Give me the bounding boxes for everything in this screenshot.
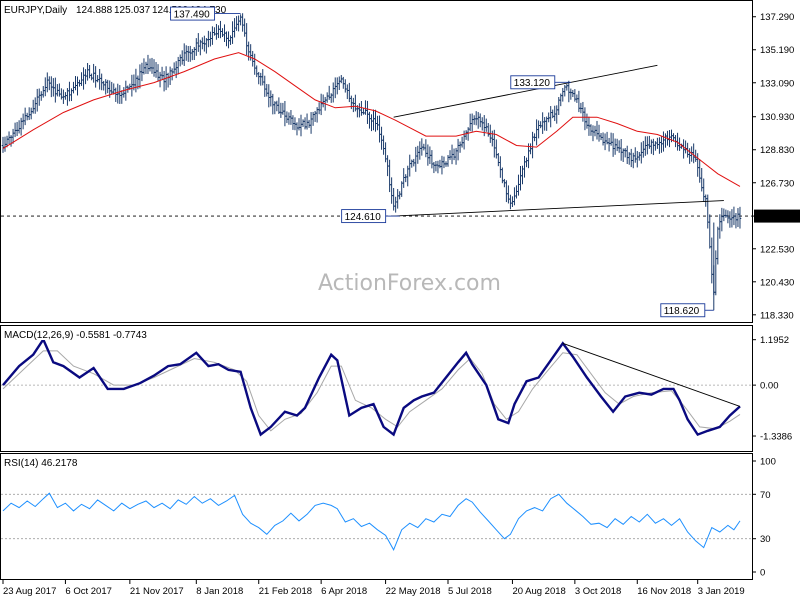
ohlc-open: 124.888	[76, 5, 113, 16]
time-axis-label: 8 Jan 2018	[196, 586, 243, 597]
time-axis-label: 21 Feb 2018	[259, 586, 312, 597]
price-annotation-label: 137.490	[174, 9, 211, 20]
price-axis-label: 120.430	[760, 277, 794, 288]
resistance-trendline	[393, 64, 658, 118]
current-price-tag	[754, 209, 800, 223]
price-axis-label: 126.730	[760, 178, 794, 189]
macd-axis-label: 0.00	[760, 381, 779, 392]
rsi-panel-title: RSI(14) 46.2178	[4, 458, 78, 469]
macd-panel: MACD(12,26,9) -0.5581 -0.7743 1.1952 0.00…	[0, 325, 792, 452]
price-axis-label: 133.090	[760, 78, 794, 89]
time-axis-label: 6 Oct 2017	[65, 586, 111, 597]
time-axis-label: 6 Apr 2018	[321, 586, 367, 597]
price-annotation: 133.120	[510, 75, 571, 90]
rsi-axis-label: 0	[760, 568, 765, 579]
price-annotation-label: 118.620	[664, 306, 700, 317]
macd-axis-label: 1.1952	[760, 335, 789, 346]
time-axis: 23 Aug 2017 6 Oct 2017 21 Nov 2017 8 Jan 20…	[2, 580, 745, 597]
rsi-axis-label: 30	[760, 534, 771, 545]
macd-axis: 1.1952 0.00 -1.3386	[752, 335, 792, 443]
rsi-axis: 100 70 30 0	[752, 457, 776, 579]
price-annotation: 137.490	[170, 6, 241, 21]
macd-panel-title: MACD(12,26,9) -0.5581 -0.7743	[4, 330, 147, 341]
watermark: ActionForex.com	[318, 271, 501, 296]
time-axis-label: 20 Aug 2018	[512, 586, 565, 597]
ohlc-high: 125.037	[114, 5, 151, 16]
price-axis-label: 122.530	[760, 244, 794, 255]
time-axis-label: 3 Oct 2018	[575, 586, 621, 597]
price-panel: EURJPY,Daily 124.888 125.037 124.599 124…	[0, 0, 800, 323]
price-annotation: 124.610	[341, 209, 400, 224]
rsi-layer	[1, 492, 752, 551]
price-axis-label: 135.190	[760, 45, 794, 56]
time-axis-label: 16 Nov 2018	[637, 586, 691, 597]
time-axis-label: 3 Jan 2019	[698, 586, 745, 597]
time-axis-label: 22 May 2018	[386, 586, 441, 597]
price-axis-label: 124.610	[760, 212, 794, 223]
ohlc-bars	[1, 13, 742, 311]
price-layer: 137.490 133.120 124.610 118.620	[1, 6, 752, 318]
macd-title-bg	[3, 327, 207, 340]
moving-average-line	[2, 52, 741, 187]
macd-line	[2, 337, 741, 437]
price-panel-title: EURJPY,Daily	[4, 5, 67, 16]
price-annotation: 118.620	[660, 303, 714, 318]
price-axis-label: 118.330	[760, 310, 794, 321]
price-annotation-label: 133.120	[514, 78, 551, 89]
rsi-axis-label: 70	[760, 490, 771, 501]
price-axis-label: 128.830	[760, 145, 794, 156]
macd-layer	[1, 337, 752, 437]
ohlc-bar	[738, 206, 742, 229]
price-annotation-label: 124.610	[345, 212, 382, 223]
rsi-axis-label: 100	[760, 457, 776, 468]
price-axis: 137.290 135.190 133.090 130.930 128.830 126.7…	[752, 12, 800, 321]
time-axis-label: 23 Aug 2017	[3, 586, 56, 597]
time-axis-label: 21 Nov 2017	[130, 586, 184, 597]
price-axis-label: 130.930	[760, 112, 794, 123]
rsi-panel-frame	[0, 453, 753, 580]
macd-axis-label: -1.3386	[760, 432, 792, 443]
rsi-title-bg	[3, 455, 103, 468]
support-trendline	[393, 200, 724, 217]
price-axis-label: 137.290	[760, 12, 794, 23]
time-axis-label: 5 Jul 2018	[448, 586, 492, 597]
macd-trendline	[562, 342, 741, 407]
rsi-panel: RSI(14) 46.2178 100 70 30 0	[0, 453, 776, 580]
rsi-line	[2, 492, 741, 551]
